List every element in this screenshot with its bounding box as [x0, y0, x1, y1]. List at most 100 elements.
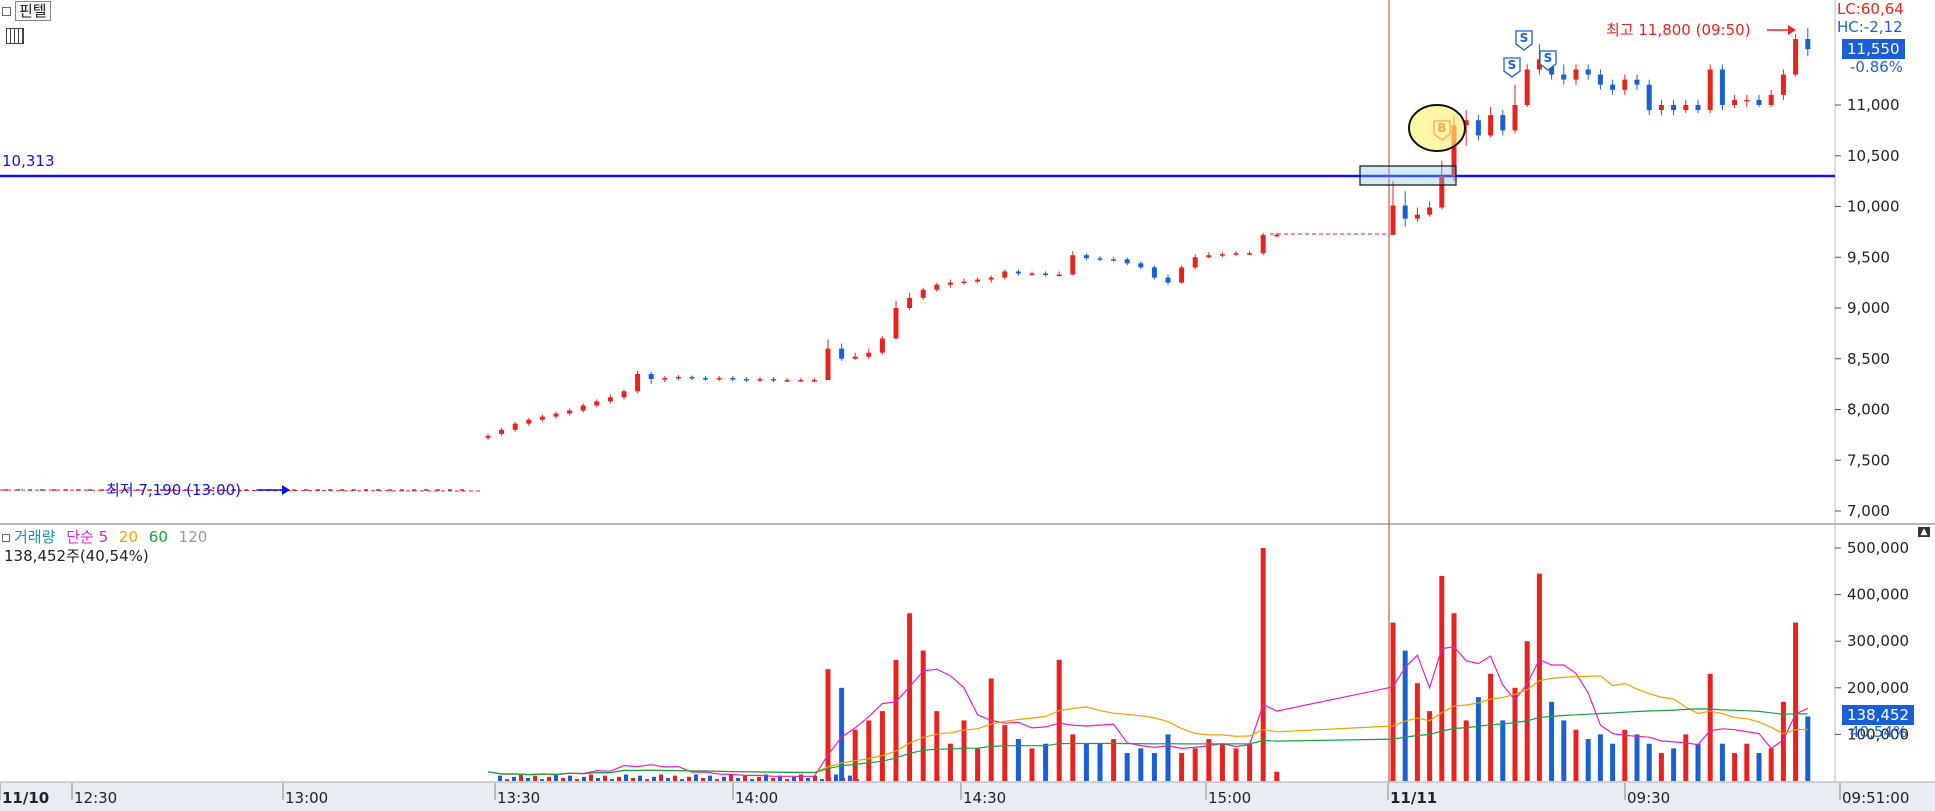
volume-bar — [1111, 739, 1117, 781]
volume-bar — [1219, 743, 1225, 781]
price-tick-label: 9,000 — [1847, 299, 1890, 317]
candle-body — [594, 401, 600, 406]
candle-body — [1165, 277, 1171, 283]
volume-bar — [1233, 748, 1239, 781]
ma60-line — [487, 708, 1808, 776]
price-tick-label: 7,000 — [1847, 502, 1890, 520]
volume-bar — [1192, 748, 1198, 781]
legend-volume[interactable]: 거래량 — [14, 528, 56, 546]
grid-icon[interactable] — [6, 28, 24, 44]
legend-ma-type[interactable]: 단순 — [66, 528, 94, 546]
candle-body — [743, 379, 749, 381]
volume-bar — [1427, 711, 1433, 781]
candle-body — [961, 281, 967, 284]
candle-body — [539, 416, 545, 420]
candle-body — [675, 377, 681, 379]
volume-bar — [519, 774, 523, 781]
volume-bar — [1015, 739, 1021, 781]
candle-body — [1780, 74, 1786, 95]
volume-bar — [533, 775, 537, 781]
volume-axis: 500,000 400,000 300,000 200,000 100,000 — [1835, 539, 1909, 743]
candles — [4, 27, 1811, 491]
current-price-badge: 11,550 — [1842, 39, 1905, 59]
candle-body — [1622, 79, 1628, 90]
candle-body — [1671, 105, 1677, 111]
volume-bar — [961, 720, 967, 781]
close-panel-icon[interactable]: ▲ — [1918, 527, 1930, 537]
time-tick-label: 09:30 — [1627, 789, 1670, 807]
volume-bar — [722, 776, 726, 781]
price-tick-label: 11,000 — [1847, 96, 1900, 114]
volume-bar — [1488, 673, 1494, 781]
current-change: -0.86% — [1850, 58, 1904, 76]
legend-ma120[interactable]: 120 — [178, 528, 208, 546]
sell-marker: S — [1520, 31, 1529, 45]
volume-bar — [799, 774, 803, 781]
candle-body — [1439, 176, 1445, 208]
current-volume-pct: 40,54% — [1850, 723, 1908, 741]
volume-bar — [1707, 673, 1713, 781]
volume-bar — [659, 774, 663, 781]
volume-bar — [743, 775, 747, 781]
time-tick-label: 14:30 — [963, 789, 1006, 807]
window-title[interactable]: 핀텔 — [15, 1, 51, 21]
candle-body — [567, 410, 573, 414]
candle-body — [1488, 115, 1494, 136]
candle-body — [1097, 258, 1103, 260]
time-axis: 11/10 12:30 13:00 13:30 14:00 14:30 15:00 11/11… — [0, 783, 1909, 807]
volume-bar — [792, 776, 796, 781]
candle-body — [1561, 74, 1567, 80]
volume-tick-label: 200,000 — [1847, 679, 1909, 697]
candle-body — [716, 378, 722, 380]
volume-bar — [715, 779, 719, 781]
volume-tick-label: 300,000 — [1847, 632, 1909, 650]
volume-bar — [1070, 734, 1076, 781]
volume-bar — [947, 743, 953, 781]
volume-bar — [1768, 748, 1774, 781]
volume-bar — [1780, 701, 1786, 781]
volume-bar — [1274, 771, 1280, 781]
volume-bar — [582, 776, 586, 781]
candle-body — [1793, 39, 1799, 75]
high-arrow-head — [1788, 25, 1796, 35]
legend-ma20[interactable]: 20 — [118, 528, 138, 546]
volume-bar — [1179, 753, 1185, 781]
candle-body — [730, 378, 736, 380]
candle-body — [1233, 253, 1239, 255]
candle-body — [1002, 271, 1008, 278]
volume-bar — [526, 777, 530, 781]
volume-bar — [820, 779, 824, 781]
volume-bar — [1793, 622, 1799, 781]
volume-bar — [1414, 683, 1420, 781]
volume-tick-label: 500,000 — [1847, 539, 1909, 557]
candle-body — [689, 377, 695, 379]
current-volume-badge: 138,452 — [1842, 705, 1915, 725]
legend-ma5[interactable]: 5 — [98, 528, 109, 546]
candle-body — [485, 435, 491, 438]
candle-body — [1658, 105, 1664, 111]
volume-bar — [638, 775, 642, 781]
volume-bar — [907, 613, 913, 781]
volume-bar — [505, 779, 509, 781]
candle-body — [1390, 205, 1396, 235]
volume-bar — [920, 650, 926, 781]
volume-tick-label: 400,000 — [1847, 586, 1909, 604]
volume-summary: 138,452주(40,54%) — [4, 547, 149, 565]
volume-bar — [1029, 748, 1035, 781]
volume-bar — [624, 774, 628, 781]
volume-bar — [1124, 753, 1130, 781]
legend-collapse-icon[interactable] — [2, 533, 10, 542]
hc-label: HC:-2,12 — [1837, 18, 1903, 36]
legend-ma60[interactable]: 60 — [148, 528, 168, 546]
candle-body — [1029, 273, 1035, 275]
candle-body — [1610, 84, 1616, 90]
collapse-icon[interactable] — [2, 7, 11, 16]
volume-bar — [1744, 743, 1750, 781]
candle-body — [1634, 79, 1640, 85]
volume-bars — [498, 548, 1811, 781]
volume-bar — [1390, 622, 1396, 781]
candle-body — [1206, 255, 1212, 258]
candle-body — [1646, 84, 1652, 111]
volume-bar — [561, 777, 565, 781]
